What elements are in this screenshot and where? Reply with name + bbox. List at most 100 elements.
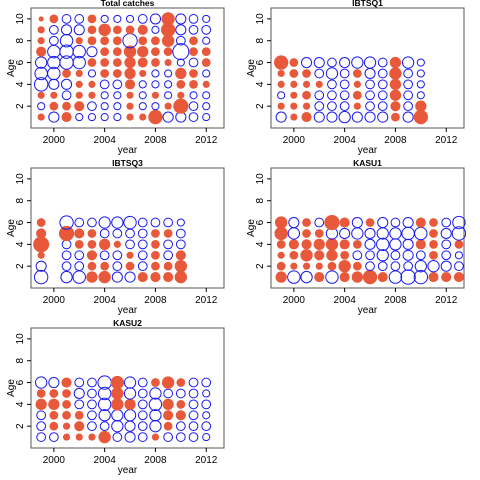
positive-residual-bubble — [429, 250, 438, 260]
positive-residual-bubble — [75, 433, 83, 441]
x-tick-label: 2000 — [43, 455, 66, 466]
positive-residual-bubble — [351, 271, 364, 283]
positive-residual-bubble — [62, 399, 71, 409]
negative-residual-bubble — [351, 227, 364, 240]
positive-residual-bubble — [177, 91, 185, 99]
x-axis-label: year — [118, 465, 138, 476]
negative-residual-bubble — [123, 376, 137, 389]
negative-residual-bubble — [48, 78, 60, 90]
positive-residual-bubble — [87, 14, 97, 24]
negative-residual-bubble — [33, 269, 49, 285]
positive-residual-bubble — [37, 91, 45, 99]
negative-residual-bubble — [163, 250, 174, 261]
positive-residual-bubble — [112, 69, 122, 78]
y-tick-label: 10 — [255, 173, 266, 185]
positive-residual-bubble — [160, 22, 176, 37]
positive-residual-bubble — [302, 90, 311, 100]
positive-residual-bubble — [352, 69, 362, 78]
negative-residual-bubble — [415, 250, 426, 261]
negative-residual-bubble — [111, 271, 123, 283]
positive-residual-bubble — [339, 272, 350, 283]
positive-residual-bubble — [88, 91, 96, 99]
negative-residual-bubble — [451, 226, 467, 241]
positive-residual-bubble — [100, 58, 110, 67]
negative-residual-bubble — [277, 91, 286, 100]
negative-residual-bubble — [112, 261, 123, 272]
positive-residual-bubble — [325, 238, 339, 251]
positive-residual-bubble — [324, 214, 340, 231]
negative-residual-bubble — [59, 215, 74, 230]
negative-residual-bubble — [137, 399, 148, 410]
positive-residual-bubble — [290, 102, 298, 110]
negative-residual-bubble — [401, 226, 415, 241]
negative-residual-bubble — [138, 102, 147, 111]
positive-residual-bubble — [112, 47, 122, 57]
negative-residual-bubble — [403, 90, 414, 101]
negative-residual-bubble — [300, 270, 313, 284]
negative-residual-bubble — [351, 111, 363, 123]
negative-residual-bubble — [416, 58, 425, 67]
negative-residual-bubble — [188, 101, 199, 112]
negative-residual-bubble — [137, 377, 148, 388]
y-tick-label: 10 — [15, 173, 26, 185]
positive-residual-bubble — [74, 101, 85, 112]
x-tick-label: 2000 — [283, 295, 306, 306]
panel-3: KASU1 2000 2004 2008 2012 2 4 6 8 10 year Age — [246, 158, 467, 316]
negative-residual-bubble — [175, 13, 187, 25]
positive-residual-bubble — [352, 90, 362, 100]
negative-residual-bubble — [99, 79, 110, 90]
negative-residual-bubble — [34, 56, 48, 69]
negative-residual-bubble — [113, 102, 122, 111]
positive-residual-bubble — [189, 79, 198, 89]
positive-residual-bubble — [162, 398, 174, 411]
panel-title: IBTSQ1 — [352, 0, 383, 8]
x-tick-label: 2008 — [144, 455, 167, 466]
negative-residual-bubble — [33, 77, 49, 92]
positive-residual-bubble — [62, 69, 71, 78]
negative-residual-bubble — [188, 112, 199, 122]
negative-residual-bubble — [175, 35, 186, 46]
negative-residual-bubble — [112, 79, 123, 90]
positive-residual-bubble — [100, 47, 110, 57]
positive-residual-bubble — [289, 69, 299, 78]
positive-residual-bubble — [314, 272, 325, 283]
positive-residual-bubble — [340, 250, 350, 260]
negative-residual-bubble — [400, 269, 416, 285]
negative-residual-bubble — [113, 14, 122, 23]
positive-residual-bubble — [338, 259, 351, 273]
negative-residual-bubble — [98, 409, 111, 422]
positive-residual-bubble — [301, 239, 312, 250]
x-tick-label: 2004 — [94, 455, 117, 466]
positive-residual-bubble — [74, 410, 84, 420]
negative-residual-bubble — [390, 250, 401, 261]
positive-residual-bubble — [137, 45, 149, 58]
y-tick-label: 6 — [255, 59, 266, 65]
negative-residual-bubble — [414, 226, 428, 241]
negative-residual-bubble — [48, 111, 60, 123]
positive-residual-bubble — [175, 410, 186, 421]
negative-residual-bubble — [86, 46, 98, 58]
negative-residual-bubble — [87, 113, 97, 122]
positive-residual-bubble — [74, 421, 85, 432]
panel-2: IBTSQ3 2000 2004 2008 2012 2 4 6 8 10 year Age — [6, 158, 225, 316]
negative-residual-bubble — [149, 13, 161, 25]
plot-frame — [30, 7, 225, 129]
positive-residual-bubble — [314, 250, 325, 261]
x-axis-label: year — [118, 305, 138, 316]
positive-residual-bubble — [163, 261, 173, 271]
negative-residual-bubble — [36, 432, 47, 442]
y-tick-label: 2 — [15, 263, 26, 269]
negative-residual-bubble — [416, 69, 425, 78]
negative-residual-bubble — [150, 217, 161, 228]
negative-residual-bubble — [75, 113, 84, 122]
negative-residual-bubble — [60, 24, 73, 36]
negative-residual-bubble — [87, 69, 97, 78]
panel-title: KASU2 — [113, 318, 142, 328]
plot-frame — [270, 167, 465, 289]
negative-residual-bubble — [377, 57, 388, 68]
negative-residual-bubble — [98, 216, 111, 229]
y-tick-label: 2 — [255, 263, 266, 269]
positive-residual-bubble — [389, 56, 402, 69]
negative-residual-bubble — [111, 420, 124, 433]
negative-residual-bubble — [454, 251, 464, 260]
